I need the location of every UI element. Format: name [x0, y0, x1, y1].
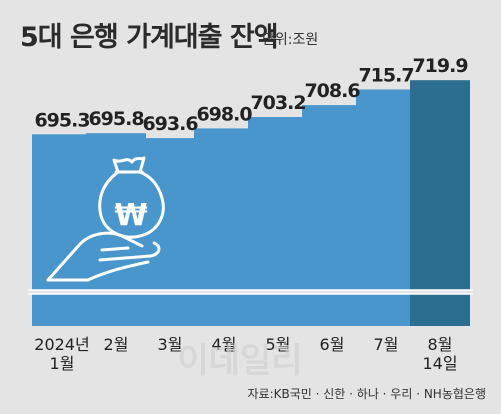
value-label-3: 693.6 — [142, 113, 198, 135]
bar-1 — [32, 134, 92, 326]
svg-text:₩: ₩ — [114, 198, 147, 233]
category-label-2: 2월 — [104, 335, 129, 354]
value-label-2: 695.8 — [88, 108, 144, 130]
unit-label: 단위:조원 — [262, 32, 318, 48]
category-label-5: 5월 — [266, 335, 291, 354]
value-label-4: 698.0 — [196, 103, 252, 125]
value-label-1: 695.3 — [34, 109, 89, 131]
money-bag-hand-icon: ₩ — [46, 156, 165, 282]
category-label-8-line-2: 14일 — [422, 354, 457, 373]
bar-4 — [194, 128, 254, 326]
chart-title: 5대 은행 가계대출 잔액 — [20, 22, 278, 53]
source-note: 자료:KB국민 · 신한 · 하나 · 우리 · NH농협은행 — [248, 386, 486, 401]
bar-7 — [356, 89, 416, 326]
category-label-4: 4월 — [212, 335, 237, 354]
value-label-6: 708.6 — [304, 80, 360, 102]
category-label-7: 7월 — [374, 335, 399, 354]
value-label-5: 703.2 — [250, 92, 305, 114]
bar-8 — [410, 80, 470, 326]
value-label-7: 715.7 — [358, 65, 413, 87]
category-label-3: 3월 — [158, 335, 183, 354]
category-label-1-line-2: 1월 — [50, 354, 75, 373]
category-label-8-line-1: 8월 — [428, 335, 453, 354]
category-label-6: 6월 — [320, 335, 345, 354]
category-label-1-line-1: 2024년 — [34, 335, 89, 354]
value-label-8: 719.9 — [412, 55, 467, 77]
axis-break — [28, 289, 473, 295]
bar-6 — [302, 105, 362, 326]
watermark: 이데일리 — [177, 341, 302, 381]
